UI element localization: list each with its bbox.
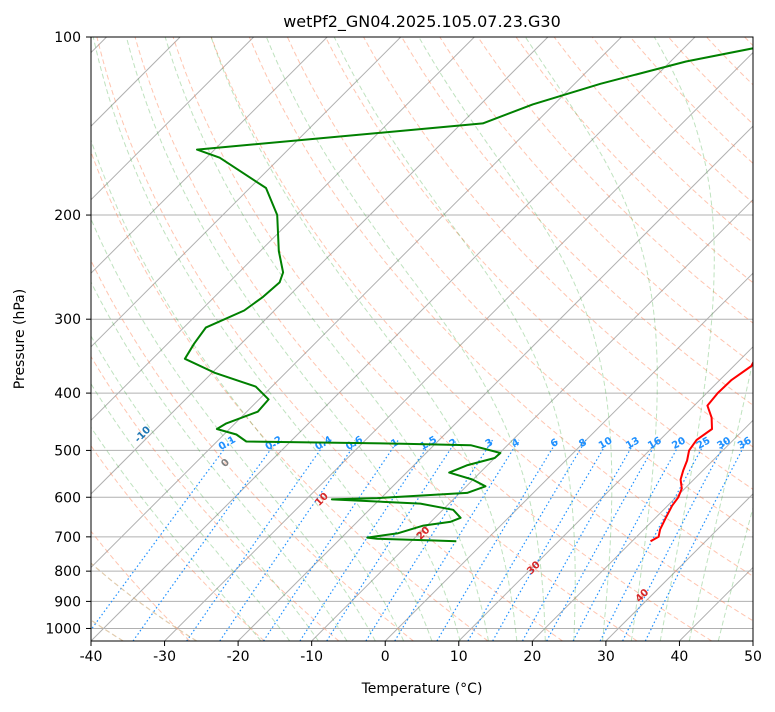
- x-tick-label: -30: [153, 649, 176, 665]
- y-tick-label: 700: [54, 530, 81, 546]
- x-tick-label: 20: [523, 649, 541, 665]
- y-tick-label: 900: [54, 594, 81, 610]
- x-tick-label: -20: [227, 649, 250, 665]
- isotherm-gridline: [753, 37, 775, 641]
- y-tick-label: 300: [54, 312, 81, 328]
- y-tick-label: 500: [54, 443, 81, 459]
- y-tick-label: 100: [54, 30, 81, 46]
- y-tick-label: 600: [54, 490, 81, 506]
- dry-adiabat-label: -30: [0, 363, 1, 384]
- y-tick-label: 400: [54, 386, 81, 402]
- x-tick-label: -40: [80, 649, 103, 665]
- x-tick-label: 0: [381, 649, 390, 665]
- y-tick-label: 800: [54, 564, 81, 580]
- chart-title: wetPf2_GN04.2025.105.07.23.G30: [283, 12, 561, 32]
- y-tick-label: 1000: [45, 621, 81, 637]
- x-tick-label: 10: [450, 649, 468, 665]
- x-tick-label: -10: [300, 649, 323, 665]
- y-axis-label: Pressure (hPa): [12, 289, 28, 389]
- y-tick-label: 200: [54, 208, 81, 224]
- x-tick-label: 40: [671, 649, 689, 665]
- x-axis-label: Temperature (°C): [361, 681, 483, 697]
- x-tick-label: 50: [744, 649, 762, 665]
- x-tick-label: 30: [597, 649, 615, 665]
